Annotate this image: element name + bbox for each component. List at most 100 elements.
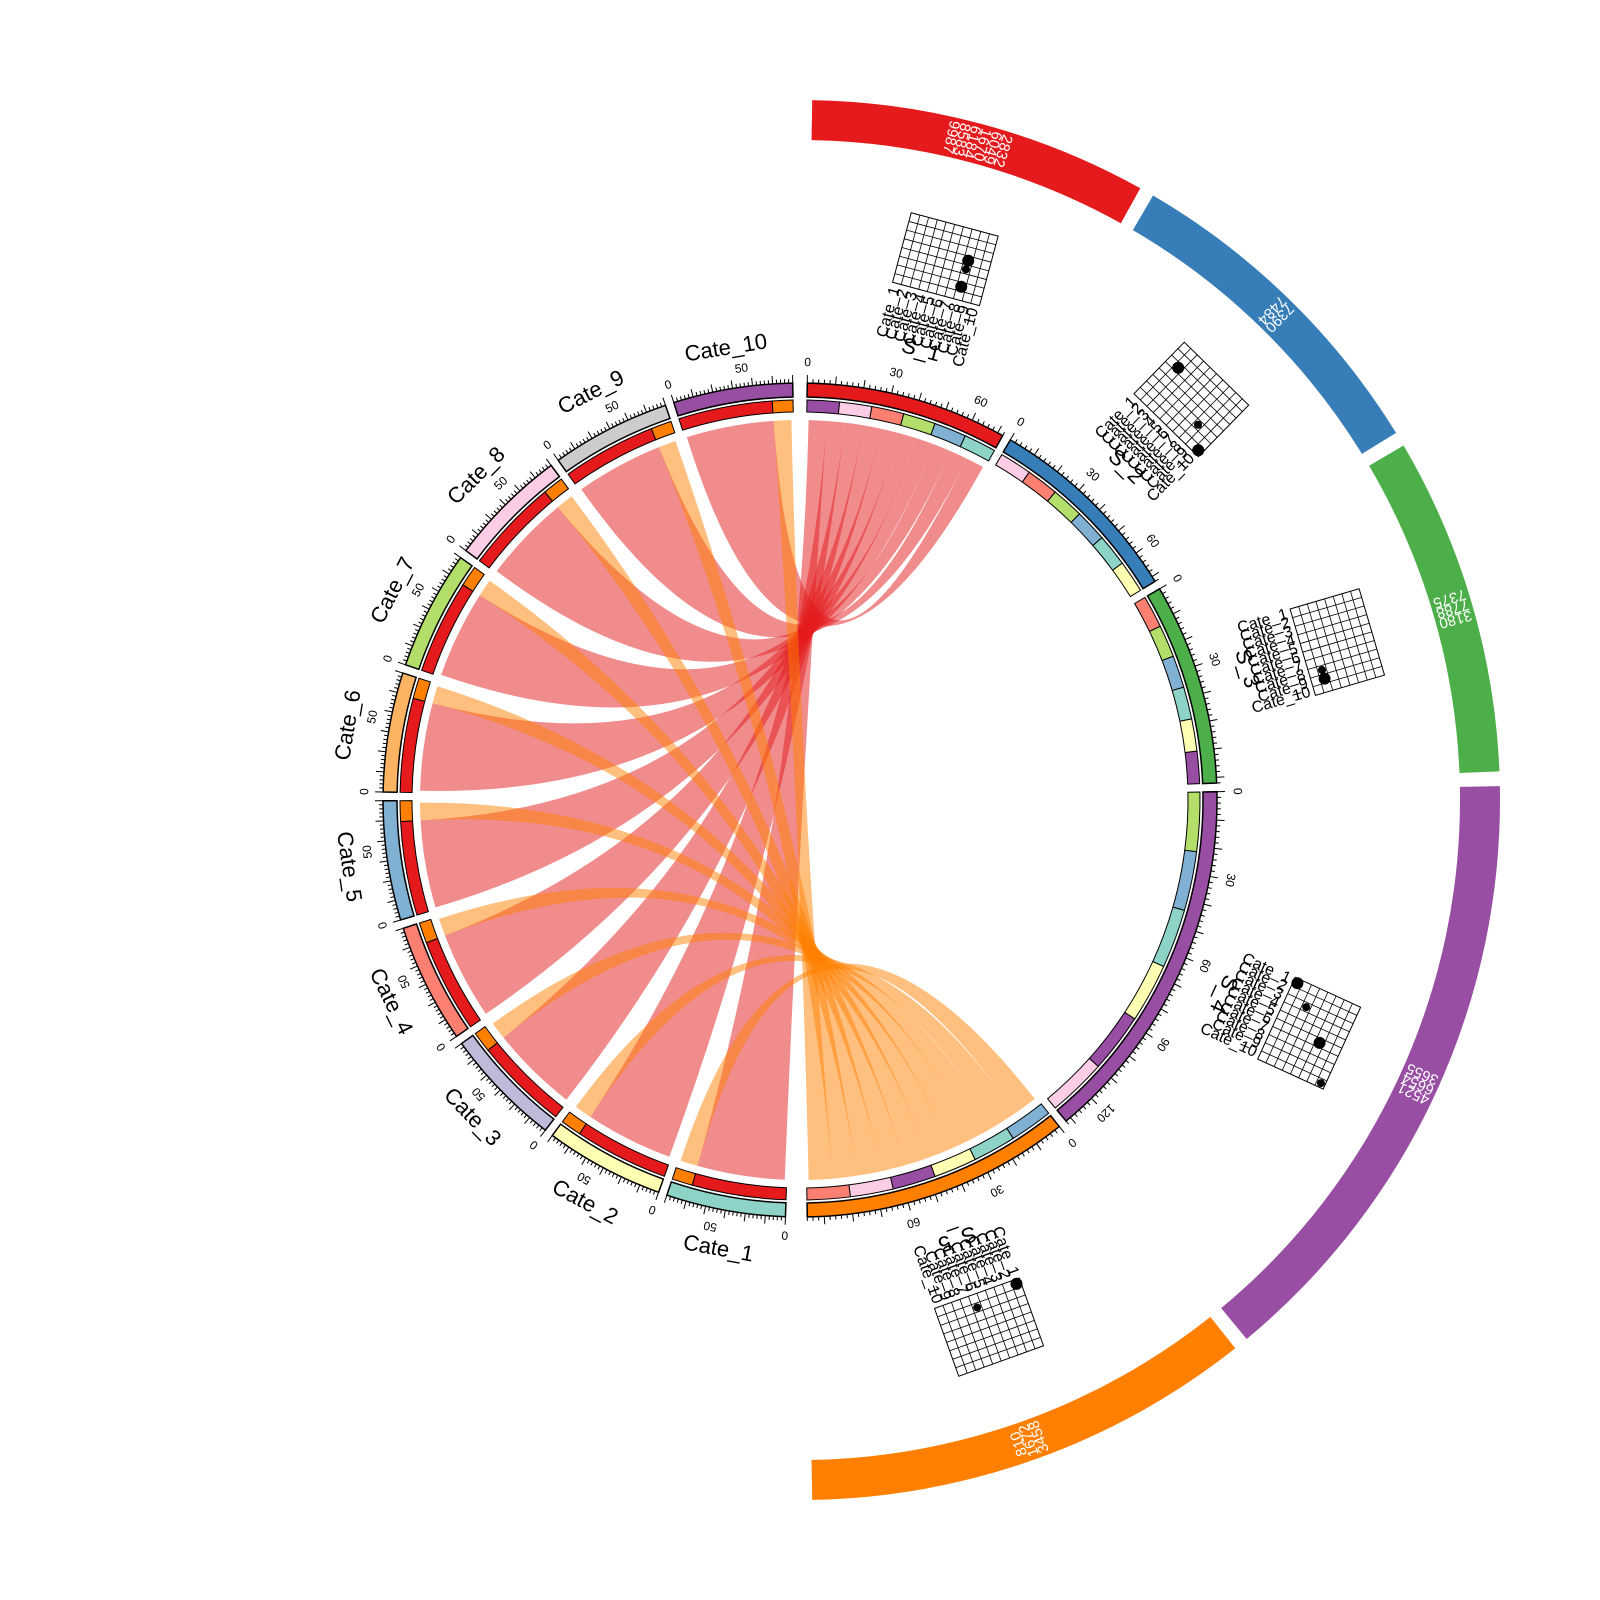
sector-label-Cate_5: Cate_5 bbox=[332, 830, 367, 904]
grid-line bbox=[993, 1287, 1019, 1356]
tick-S_3 bbox=[1192, 658, 1198, 662]
tick-Cate_8 bbox=[545, 464, 549, 469]
tick-Cate_4 bbox=[418, 983, 427, 989]
tick-S_5 bbox=[982, 1174, 985, 1179]
tick-Cate_5 bbox=[390, 896, 395, 899]
tick-S_5 bbox=[1021, 1152, 1025, 1157]
subtrack-S_4 bbox=[1046, 1057, 1100, 1109]
tick-S_5 bbox=[1007, 1161, 1011, 1166]
tick-S_3 bbox=[1170, 606, 1175, 610]
grid-line bbox=[970, 233, 990, 304]
tick-Cate_4 bbox=[410, 958, 415, 961]
chord-S_5-Cate_2 bbox=[575, 955, 1016, 1127]
tick-Cate_3 bbox=[467, 1059, 475, 1066]
tick-Cate_9 bbox=[596, 430, 600, 435]
tick-Cate_1 bbox=[712, 1207, 714, 1212]
tick-S_4 bbox=[1091, 1097, 1098, 1105]
outer-band-S_4 bbox=[1221, 786, 1500, 1339]
tick-S_5 bbox=[1002, 1164, 1006, 1169]
tick-label-S_4: 120 bbox=[1094, 1101, 1118, 1125]
chord-S_5-Cate_8 bbox=[557, 496, 882, 1176]
tick-S_3 bbox=[1194, 663, 1203, 667]
grid-dot bbox=[1172, 361, 1185, 374]
tick-Cate_2 bbox=[563, 1146, 570, 1154]
tick-label-Cate_3: 0 bbox=[527, 1137, 541, 1152]
tick-Cate_1 bbox=[696, 1204, 699, 1209]
tick-Cate_7 bbox=[410, 640, 415, 643]
tick-S_2 bbox=[1091, 498, 1095, 503]
tick-S_1 bbox=[956, 409, 959, 414]
tick-Cate_3 bbox=[529, 1119, 534, 1124]
outer-band-S_3 bbox=[1369, 445, 1500, 774]
tick-Cate_10 bbox=[719, 386, 722, 391]
tick-Cate_6 bbox=[389, 689, 398, 693]
tick-Cate_5 bbox=[382, 856, 387, 859]
tick-Cate_1 bbox=[732, 1211, 734, 1216]
tick-label-S_2: 30 bbox=[1083, 465, 1103, 485]
tick-S_4 bbox=[1166, 998, 1171, 1002]
chord-S_1-Cate_2 bbox=[590, 420, 845, 1157]
tick-Cate_4 bbox=[408, 954, 414, 957]
tick-Cate_3 bbox=[540, 1129, 546, 1137]
tick-S_5 bbox=[1040, 1139, 1044, 1144]
tick-Cate_4 bbox=[437, 1012, 442, 1016]
tick-Cate_2 bbox=[562, 1144, 566, 1149]
tick-S_5 bbox=[1058, 1126, 1065, 1134]
tick-S_4 bbox=[1168, 993, 1173, 997]
tick-S_2 bbox=[1033, 448, 1040, 456]
tick-Cate_2 bbox=[641, 1186, 645, 1191]
tick-label-S_4: 90 bbox=[1153, 1035, 1172, 1054]
tick-Cate_4 bbox=[404, 943, 409, 946]
tick-Cate_2 bbox=[634, 1183, 637, 1188]
tick-label-Cate_9: 0 bbox=[541, 437, 555, 452]
subtrack-S_2 bbox=[1111, 562, 1142, 598]
tick-S_3 bbox=[1177, 621, 1182, 625]
tick-Cate_9 bbox=[648, 406, 651, 411]
tick-Cate_8 bbox=[467, 541, 472, 545]
tick-Cate_6 bbox=[385, 722, 391, 725]
tick-Cate_6 bbox=[380, 730, 389, 733]
tick-S_4 bbox=[1118, 1068, 1122, 1073]
tick-S_1 bbox=[924, 398, 927, 403]
tick-S_1 bbox=[880, 386, 882, 391]
track-Cate_7 bbox=[404, 556, 474, 671]
tick-S_2 bbox=[1148, 569, 1153, 573]
tick-S_2 bbox=[1142, 559, 1147, 563]
tick-Cate_6 bbox=[392, 694, 397, 697]
tick-Cate_7 bbox=[442, 569, 450, 575]
tick-S_4 bbox=[1176, 978, 1181, 981]
track-S_1 bbox=[806, 382, 1004, 449]
grid-line bbox=[1307, 648, 1377, 670]
grid-line bbox=[944, 226, 964, 297]
tick-Cate_8 bbox=[472, 534, 477, 539]
tick-Cate_2 bbox=[579, 1155, 583, 1160]
tick-S_2 bbox=[1086, 494, 1091, 499]
tick-Cate_1 bbox=[700, 1205, 703, 1210]
tick-Cate_8 bbox=[510, 493, 515, 497]
tick-S_3 bbox=[1190, 653, 1196, 656]
tick-Cate_8 bbox=[519, 484, 524, 489]
tick-S_5 bbox=[885, 1207, 888, 1213]
tick-Cate_9 bbox=[652, 405, 655, 410]
tick-Cate_2 bbox=[556, 1139, 560, 1144]
tick-Cate_3 bbox=[475, 1065, 480, 1069]
tick-Cate_6 bbox=[389, 706, 394, 709]
tick-S_5 bbox=[997, 1166, 1001, 1171]
track-Cate_1 bbox=[665, 1180, 787, 1218]
tick-S_4 bbox=[1128, 1055, 1136, 1062]
chord-links-group bbox=[420, 420, 1035, 1180]
grid-line bbox=[926, 221, 947, 292]
tick-Cate_3 bbox=[485, 1077, 490, 1082]
tick-S_2 bbox=[1029, 448, 1033, 453]
tick-S_5 bbox=[891, 1206, 894, 1211]
tick-label-S_5: 60 bbox=[905, 1214, 922, 1231]
grid-line bbox=[1265, 1042, 1331, 1074]
tick-S_4 bbox=[1125, 1060, 1130, 1064]
tick-S_3 bbox=[1184, 636, 1193, 641]
tick-label-S_4: 30 bbox=[1222, 872, 1238, 888]
grid-line bbox=[1172, 379, 1224, 432]
sector-label-Cate_4: Cate_4 bbox=[365, 964, 419, 1039]
tick-S_2 bbox=[1106, 514, 1111, 519]
tick-Cate_3 bbox=[454, 1043, 462, 1049]
tick-S_5 bbox=[1036, 1143, 1042, 1151]
